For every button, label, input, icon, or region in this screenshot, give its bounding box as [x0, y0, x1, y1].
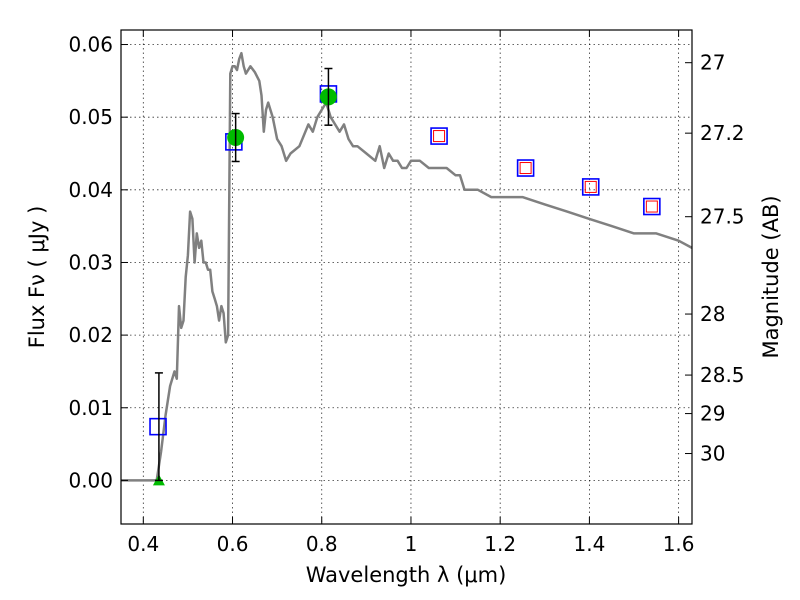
y-tick-label: 0.04	[68, 178, 113, 202]
mag-tick-label: 28	[700, 302, 725, 326]
y-tick-label: 0.00	[68, 468, 113, 492]
predicted-square	[584, 180, 597, 193]
photometry-square	[643, 197, 661, 216]
x-tick-label: 0.8	[306, 532, 338, 556]
right-axis-label: Magnitude (AB)	[759, 195, 783, 358]
mag-tick-label: 28.5	[700, 363, 745, 387]
y-axis-label: Flux Fν ( μJy )	[25, 206, 49, 349]
mag-tick-label: 27.2	[700, 121, 745, 145]
predicted-square	[433, 130, 446, 143]
axis-tick-labels: 0.4 0.6 0.8 1 1.2 1.4 1.6 0.00 0.01 0.02 0.03 0.04 0…	[68, 33, 744, 556]
x-tick-label: 1.4	[573, 532, 605, 556]
mag-tick-label: 29	[700, 402, 725, 426]
y-tick-label: 0.03	[68, 250, 113, 274]
photometry-square	[149, 417, 167, 436]
x-tick-label: 1.6	[663, 532, 695, 556]
plot-area	[121, 30, 692, 524]
x-tick-label: 0.6	[217, 532, 249, 556]
predicted-square	[519, 162, 532, 175]
grid	[121, 30, 692, 524]
x-tick-label: 1	[405, 532, 418, 556]
plot-frame	[120, 29, 693, 525]
mag-tick-label: 27	[700, 51, 725, 75]
x-tick-label: 0.4	[127, 532, 159, 556]
model-spectrum	[121, 51, 693, 482]
photometry-markers	[149, 67, 661, 486]
y-tick-label: 0.05	[68, 105, 113, 129]
y-tick-label: 0.02	[68, 323, 113, 347]
y-tick-label: 0.06	[68, 33, 113, 57]
mag-tick-label: 30	[700, 442, 725, 466]
axis-ticks	[121, 30, 692, 524]
x-axis-label: Wavelength λ (μm)	[306, 563, 507, 587]
photometry-square	[581, 178, 600, 196]
model-spectrum-line	[121, 51, 693, 482]
mag-tick-label: 27.5	[700, 205, 745, 229]
photometry-square	[430, 127, 448, 145]
x-tick-label: 1.2	[484, 532, 516, 556]
predicted-square	[645, 200, 658, 213]
y-tick-label: 0.01	[68, 396, 113, 420]
photometry-square	[516, 159, 535, 177]
